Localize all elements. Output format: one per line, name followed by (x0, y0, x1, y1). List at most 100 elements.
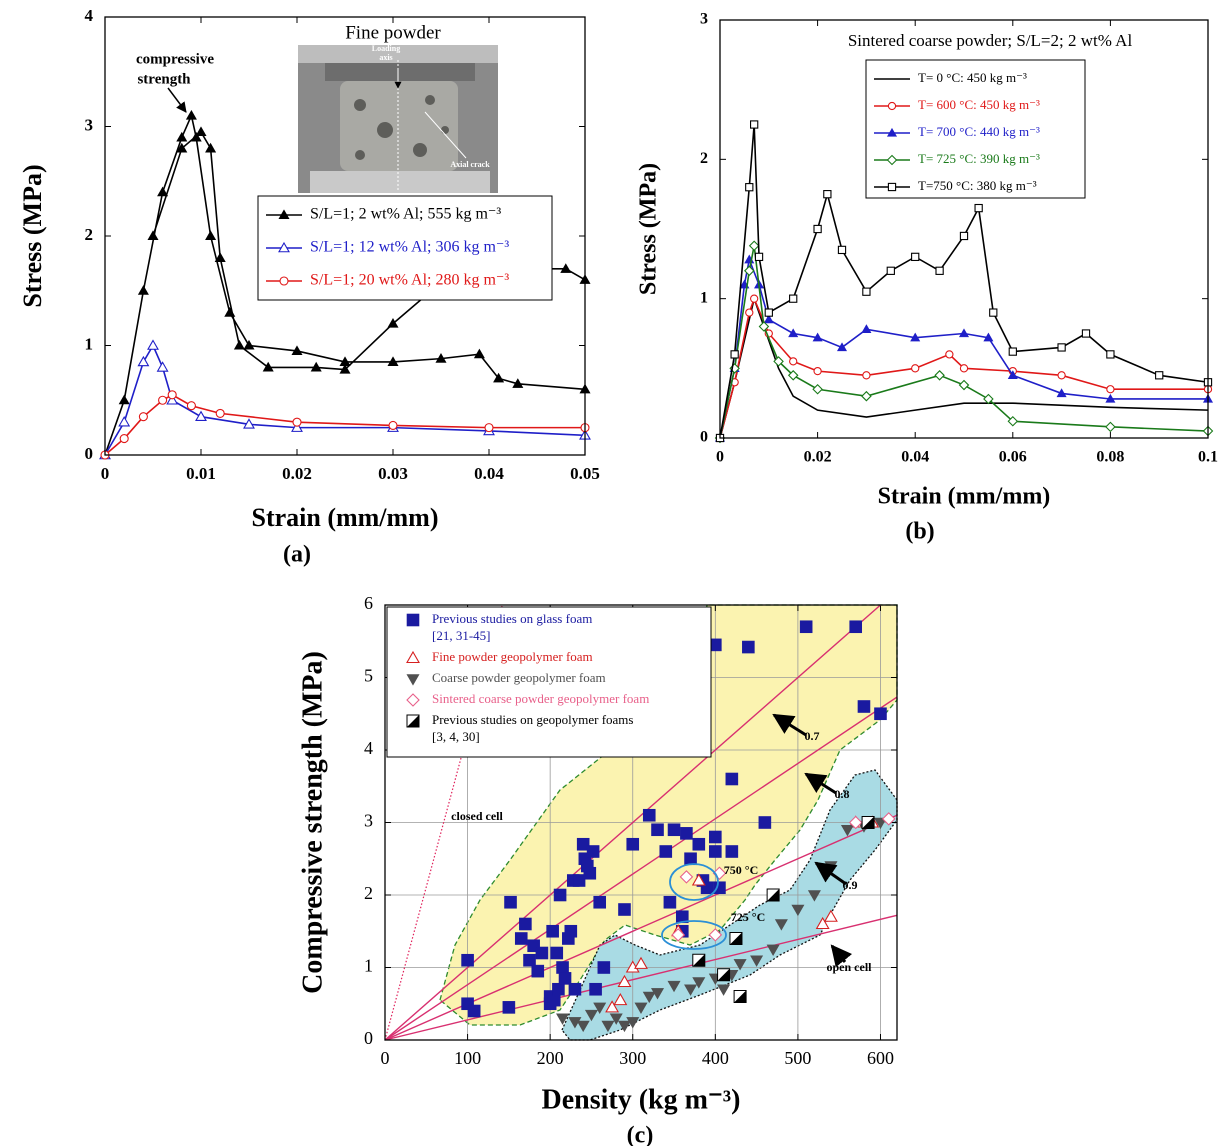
marker (583, 866, 597, 880)
glass-foam-region (439, 604, 898, 1026)
marker-shape (519, 917, 532, 931)
marker (1057, 371, 1066, 380)
marker (744, 265, 755, 277)
marker (840, 824, 854, 837)
marker (774, 919, 788, 931)
marker (634, 956, 648, 969)
marker-shape (185, 109, 197, 120)
marker (461, 953, 474, 967)
marker (243, 339, 255, 350)
inset-photo (298, 45, 498, 193)
marker-shape (291, 421, 303, 432)
marker (691, 873, 706, 886)
arrow (814, 861, 847, 886)
x-tick-label: 0.08 (1096, 449, 1124, 466)
marker-shape (1057, 343, 1066, 352)
marker-shape (807, 890, 821, 902)
marker-shape (584, 1009, 598, 1022)
marker-shape (137, 285, 149, 295)
marker-shape (617, 974, 632, 988)
marker (406, 650, 420, 664)
highlight-ellipse (669, 863, 719, 901)
x-tick-label: 100 (454, 1048, 481, 1068)
marker-shape (651, 823, 664, 837)
marker (1057, 343, 1066, 352)
x-tick-label: 500 (784, 1048, 811, 1068)
legend-label: Fine powder geopolymer foam (432, 649, 593, 664)
marker-shape (593, 1002, 607, 1014)
marker-shape (799, 620, 813, 634)
marker (886, 127, 898, 137)
marker-shape (593, 895, 607, 909)
x-tick-label: 0.05 (570, 464, 600, 483)
marker-shape (243, 418, 255, 429)
marker-shape (911, 364, 920, 373)
marker-shape (195, 126, 207, 137)
marker-shape (862, 287, 871, 296)
arrow (804, 772, 837, 795)
legend-label: T= 600 °C: 450 kg m⁻³ (918, 97, 1040, 112)
annotation: 725 °C (731, 910, 765, 924)
marker (550, 946, 564, 960)
marker (504, 895, 517, 909)
marker-shape (158, 395, 168, 405)
marker (387, 317, 399, 328)
annotation: open cell (827, 960, 873, 974)
marker-shape (583, 866, 597, 880)
marker-shape (983, 332, 994, 342)
legend-box (386, 606, 712, 758)
marker (861, 390, 872, 402)
marker-shape (1105, 421, 1116, 433)
marker (667, 980, 681, 993)
marker (887, 101, 897, 111)
marker-shape (291, 345, 303, 356)
marker-shape (836, 342, 848, 352)
geopolymer-region (561, 769, 898, 1041)
marker-shape (406, 693, 420, 707)
marker-shape (983, 393, 994, 405)
marker (552, 982, 565, 996)
marker (195, 410, 207, 421)
marker (807, 890, 821, 902)
marker (642, 991, 656, 1004)
marker (613, 993, 628, 1006)
marker (568, 982, 582, 996)
marker-shape (119, 434, 129, 444)
marker (185, 109, 197, 120)
marker-shape (1155, 371, 1164, 380)
marker (626, 1017, 640, 1029)
marker-shape (773, 356, 784, 367)
marker (861, 816, 875, 829)
plot-frame (104, 16, 586, 456)
marker-shape (717, 968, 730, 981)
x-tick-label: 0 (101, 464, 110, 483)
marker (572, 874, 586, 887)
legend-label: S/L=1; 12 wt% Al; 306 kg m⁻³ (310, 239, 509, 256)
marker (989, 308, 998, 317)
marker (837, 245, 847, 255)
marker (634, 1002, 648, 1014)
marker-shape (556, 961, 569, 974)
marker-shape (815, 916, 830, 930)
marker-shape (576, 837, 590, 851)
marker (546, 924, 559, 938)
marker (708, 928, 723, 942)
marker (983, 332, 994, 342)
legend-box (257, 195, 553, 301)
marker (547, 993, 561, 1007)
marker-shape (1105, 393, 1116, 403)
marker (789, 357, 798, 366)
marker-shape (744, 265, 755, 277)
x-tick-label: 600 (867, 1048, 894, 1068)
marker-shape (493, 372, 505, 383)
marker-shape (717, 984, 731, 996)
marker (535, 946, 549, 960)
marker (717, 968, 731, 982)
annotation: compressive (136, 51, 214, 67)
marker (560, 263, 572, 273)
marker-shape (556, 1013, 570, 1025)
marker-shape (224, 307, 236, 317)
marker-shape (667, 823, 681, 837)
marker (597, 961, 611, 974)
marker-shape (339, 363, 351, 374)
